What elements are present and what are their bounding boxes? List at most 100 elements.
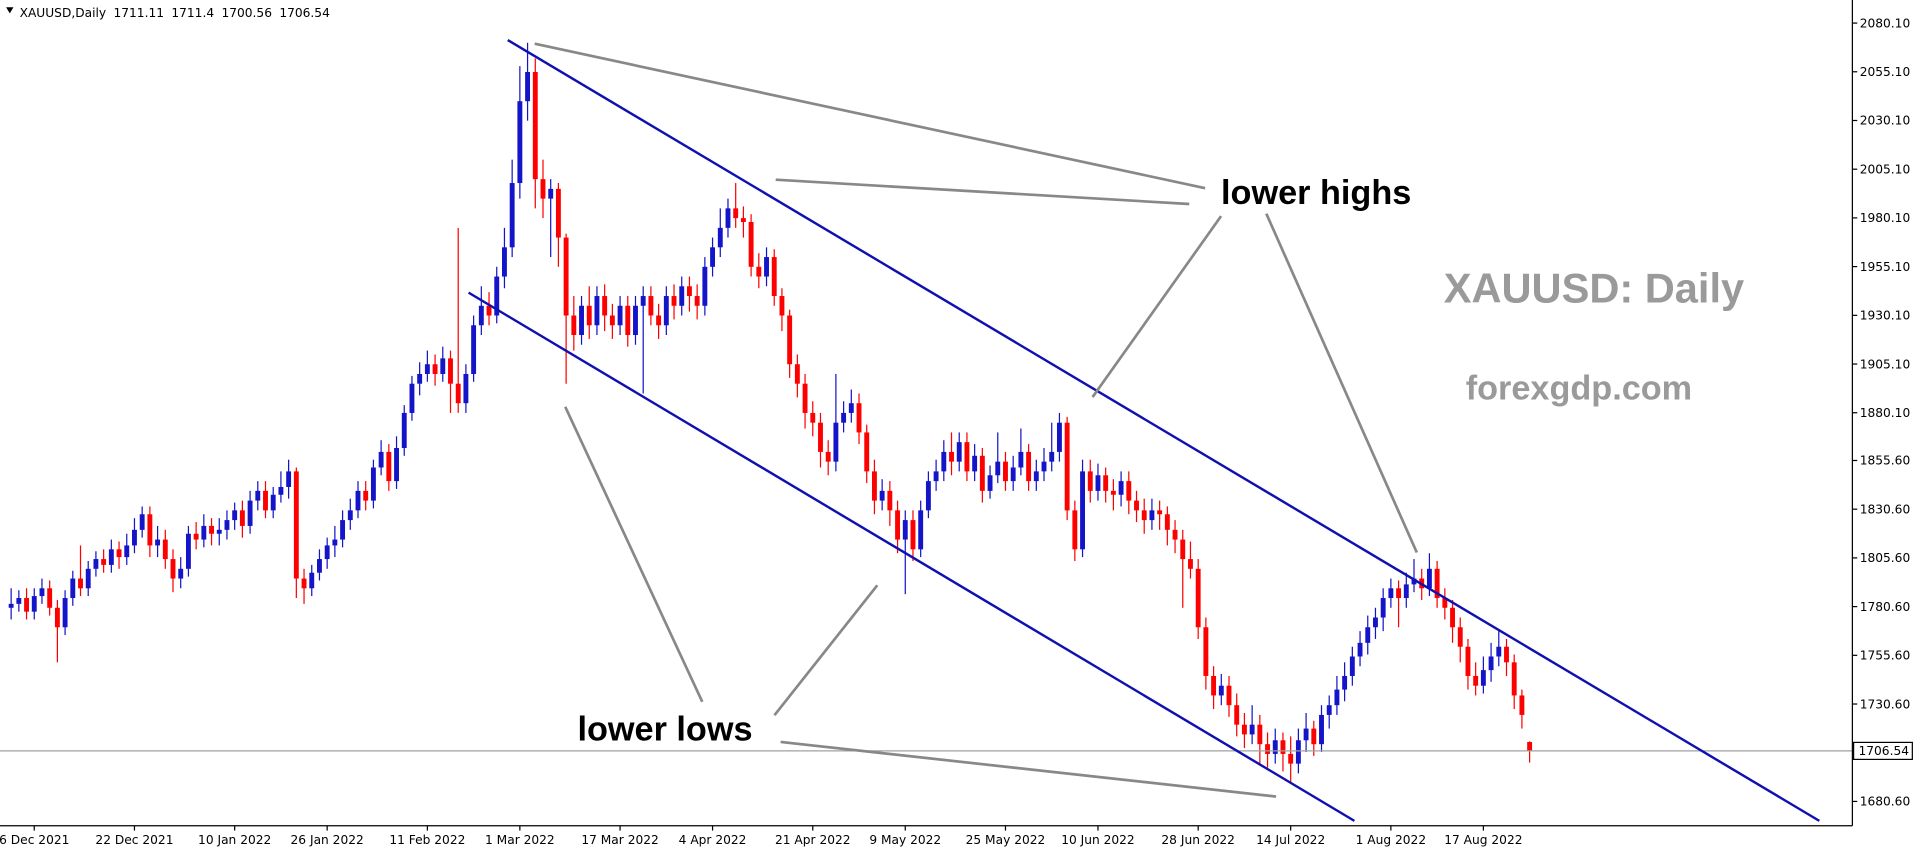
candle-body (417, 373, 423, 384)
y-tick-label: 1755.60 (1860, 649, 1911, 663)
guide-lines (534, 42, 1419, 798)
header-icon (6, 7, 14, 14)
candle-body (224, 520, 230, 530)
y-tick-label: 1805.60 (1860, 551, 1911, 565)
candle-body (347, 510, 353, 521)
candle-body (1380, 598, 1386, 618)
candle-body (856, 403, 862, 433)
annotation: lower highs (1221, 174, 1411, 212)
x-tick-label: 28 Jun 2022 (1161, 833, 1235, 847)
candle-body (594, 296, 600, 326)
candle-body (185, 533, 191, 569)
candle-body (1087, 471, 1093, 491)
x-tick-label: 14 Jul 2022 (1256, 833, 1325, 847)
current-price-label: 1706.54 (1858, 744, 1909, 758)
candle-body (193, 533, 199, 540)
candle-body (1103, 475, 1109, 491)
x-tick-label: 22 Dec 2021 (95, 833, 173, 847)
candle-body (1365, 627, 1371, 643)
candle-body (1303, 728, 1309, 741)
x-tick-label: 4 Apr 2022 (679, 833, 747, 847)
candle-body (1033, 471, 1039, 482)
candle-body (440, 358, 446, 374)
candle-body (748, 221, 754, 267)
candle-body (987, 475, 993, 491)
candle-body (355, 490, 361, 511)
candle-body (70, 578, 76, 599)
candle-body (710, 247, 716, 267)
candle-body (833, 422, 839, 462)
y-tick-label: 1830.60 (1860, 502, 1911, 516)
candle-body (340, 520, 346, 540)
candle-body (525, 71, 531, 102)
candle-body (517, 101, 523, 184)
candle-body (502, 247, 507, 277)
x-tick-label: 10 Jun 2022 (1061, 833, 1135, 847)
candle-body (216, 529, 222, 534)
candle-body (448, 358, 453, 384)
candle-body (293, 471, 299, 579)
candle-body (93, 559, 99, 569)
candle-body (540, 179, 546, 199)
y-tick-label: 2055.10 (1860, 65, 1911, 79)
candle-body (964, 442, 970, 472)
candle-body (1134, 500, 1139, 511)
candle-body (702, 266, 708, 306)
candle-body (486, 305, 492, 316)
candle-body (409, 383, 415, 413)
candle-body (155, 539, 161, 546)
candle-body (617, 305, 623, 326)
candle-body (694, 296, 700, 306)
candle-body (24, 598, 29, 612)
candle-body (925, 481, 931, 511)
candle-body (1080, 471, 1085, 550)
channel-lower (467, 291, 1356, 822)
y-tick-label: 1930.10 (1860, 309, 1911, 323)
y-tick-label: 1680.60 (1860, 795, 1911, 809)
candle-body (656, 315, 662, 326)
candle-body (170, 559, 176, 579)
x-tick-label: 6 Dec 2021 (0, 833, 69, 847)
candle-body (1049, 451, 1055, 462)
x-tick-label: 11 Feb 2022 (389, 833, 465, 847)
candle-body (779, 296, 785, 316)
candle-body (771, 257, 777, 297)
candle-body (278, 486, 284, 495)
candle-body (1342, 675, 1348, 690)
candle-body (378, 451, 384, 468)
candle-body (1280, 740, 1286, 754)
candle-body (949, 451, 954, 462)
candle-body (478, 305, 484, 326)
guide-line (780, 740, 1277, 798)
candle-body (1126, 481, 1132, 501)
candle-body (1450, 607, 1455, 628)
candle-body (1311, 728, 1317, 745)
candle-body (147, 514, 153, 546)
y-tick-label: 1955.10 (1860, 260, 1911, 274)
candle-body (802, 383, 808, 413)
candle-body (432, 364, 438, 374)
candle-body (933, 471, 939, 482)
candle-body (201, 525, 207, 540)
candle-body (1272, 740, 1278, 754)
x-tick-label: 17 Mar 2022 (581, 833, 658, 847)
candle-body (1211, 675, 1217, 696)
candle-body (555, 188, 561, 238)
candle-body (1188, 559, 1193, 569)
y-tick-label: 1905.10 (1860, 357, 1911, 371)
candle-body (309, 572, 315, 589)
candle-body (209, 525, 214, 534)
candle-body (609, 315, 615, 326)
candle-body (301, 578, 307, 589)
candle-body (640, 296, 646, 306)
current-price-box (1852, 741, 1913, 761)
guide-line (564, 406, 704, 703)
watermark-site: forexgdp.com (1466, 370, 1692, 408)
guide-line (1265, 213, 1419, 554)
candle-body (494, 276, 500, 316)
candle-body (625, 305, 631, 336)
candle-body (740, 218, 746, 222)
candle-body (232, 510, 238, 521)
candle-body (31, 596, 37, 612)
